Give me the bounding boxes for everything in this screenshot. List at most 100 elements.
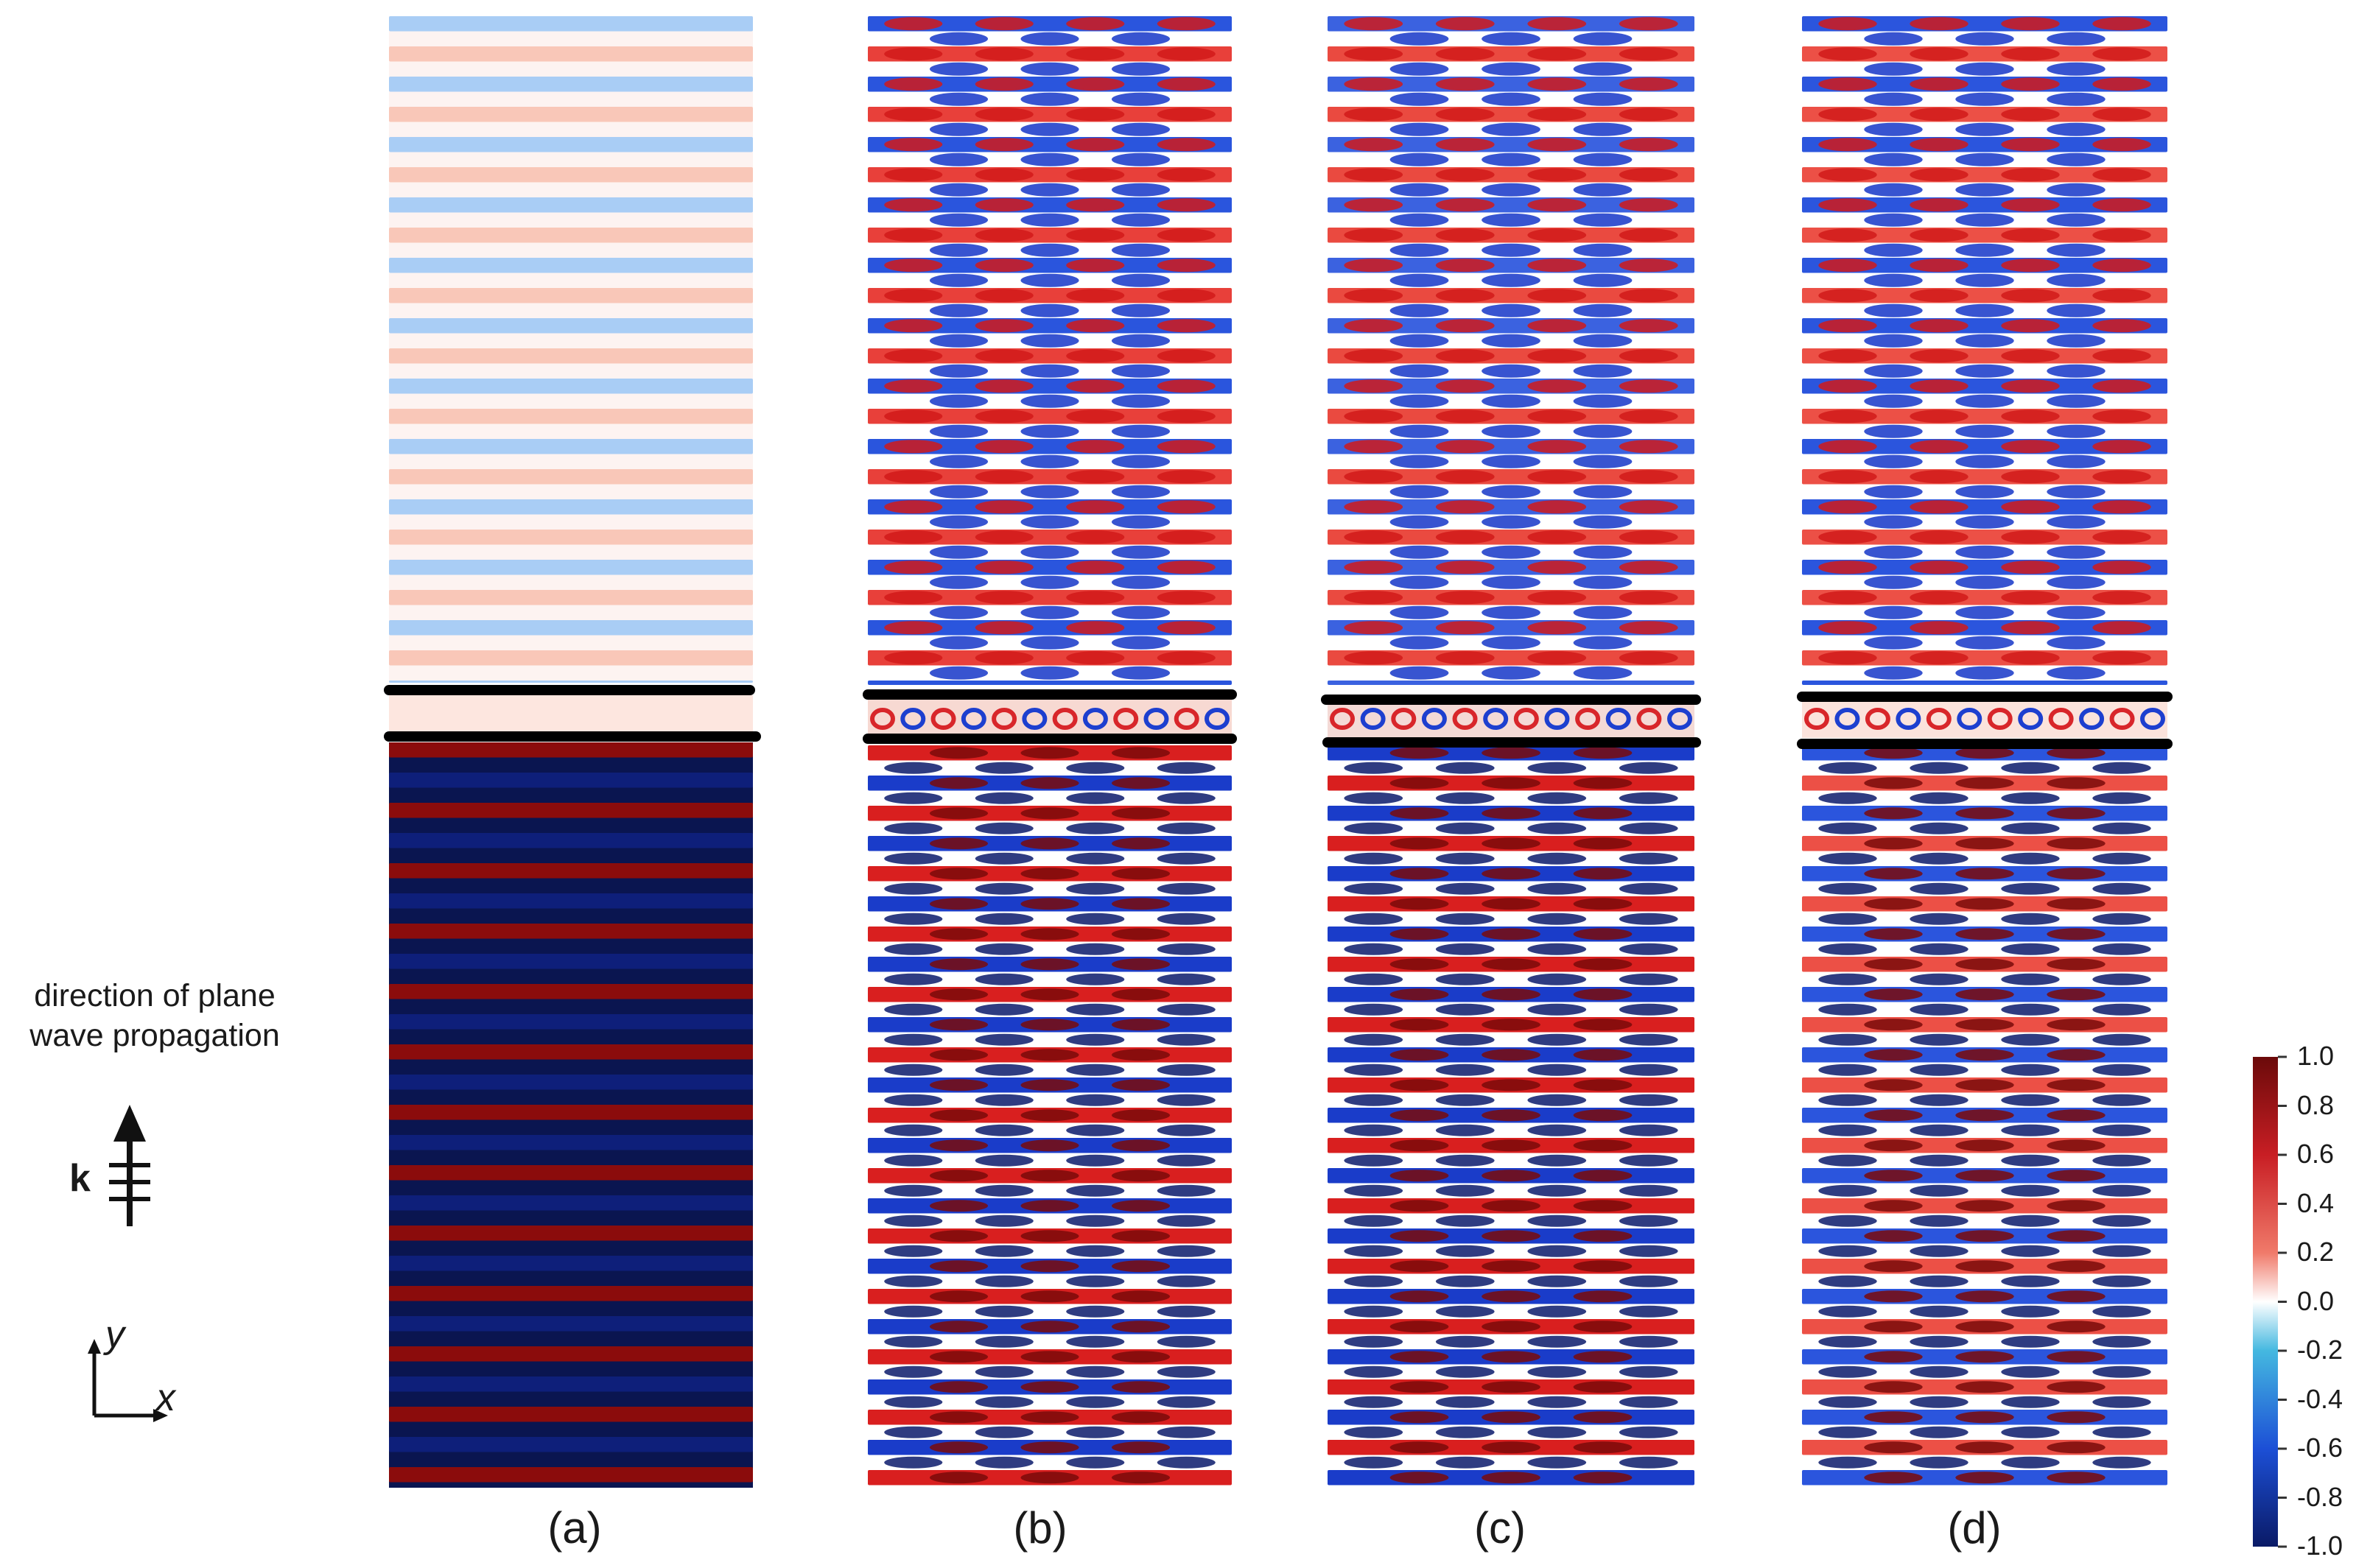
field-lobe bbox=[1619, 349, 1678, 363]
field-lobe bbox=[2092, 1365, 2151, 1378]
field-lobe bbox=[1527, 440, 1587, 454]
field-lobe bbox=[1619, 1245, 1678, 1257]
field-lobe bbox=[1864, 837, 1923, 850]
wavefront-band bbox=[868, 77, 1232, 92]
field-lobe bbox=[1619, 1003, 1678, 1016]
wavefront-band bbox=[1802, 379, 2167, 394]
field-lobe bbox=[929, 1049, 989, 1061]
field-lobe bbox=[2001, 1214, 2060, 1227]
field-lobe bbox=[1910, 1154, 1968, 1167]
field-lobe bbox=[1573, 868, 1633, 880]
wavefront-band bbox=[1328, 137, 1694, 152]
wavefront-band bbox=[1328, 107, 1694, 122]
field-lobe bbox=[975, 591, 1034, 605]
field-lobe bbox=[929, 92, 989, 106]
field-lobe bbox=[2001, 1426, 2060, 1438]
field-lobe bbox=[1482, 424, 1540, 438]
propagation-description-line1: direction of plane bbox=[34, 978, 276, 1013]
field-lobe bbox=[1955, 485, 2014, 499]
field-lobe bbox=[1818, 47, 1877, 61]
interlayer-ring bbox=[1174, 708, 1199, 730]
wavefront-band bbox=[389, 620, 753, 636]
wavefront-band bbox=[389, 1044, 753, 1060]
field-lobe bbox=[1020, 988, 1079, 1001]
interlayer-ring bbox=[1896, 708, 1921, 730]
wavefront-band bbox=[389, 348, 753, 364]
field-lobe bbox=[975, 47, 1034, 61]
field-lobe bbox=[1435, 47, 1495, 61]
field-lobe bbox=[884, 1124, 943, 1136]
field-lobe bbox=[1527, 198, 1587, 212]
wavefront-band bbox=[389, 1286, 753, 1301]
field-lobe bbox=[2092, 1396, 2151, 1408]
field-lobe bbox=[1020, 1170, 1079, 1182]
field-lobe bbox=[929, 837, 989, 850]
field-lobe bbox=[1157, 1245, 1216, 1257]
field-lobe bbox=[1818, 1064, 1877, 1076]
field-lobe bbox=[1111, 485, 1171, 499]
field-lobe bbox=[1066, 1064, 1125, 1076]
field-lobe bbox=[1482, 1321, 1540, 1333]
field-lobe bbox=[1573, 928, 1633, 941]
field-lobe bbox=[1111, 243, 1171, 257]
field-lobe bbox=[1818, 17, 1877, 31]
field-lobe bbox=[1389, 868, 1449, 880]
field-lobe bbox=[1864, 1290, 1923, 1303]
field-lobe bbox=[2047, 958, 2106, 971]
field-lobe bbox=[1157, 1184, 1216, 1197]
field-lobe bbox=[2092, 1275, 2151, 1287]
field-lobe bbox=[2001, 1456, 2060, 1469]
field-lobe bbox=[1020, 1290, 1079, 1303]
field-lobe bbox=[2047, 1411, 2106, 1424]
field-lobe bbox=[884, 198, 943, 212]
field-lobe bbox=[1573, 1351, 1633, 1363]
field-lobe bbox=[884, 228, 943, 242]
field-lobe bbox=[1389, 424, 1449, 438]
field-lobe bbox=[1066, 1094, 1125, 1106]
field-lobe bbox=[1020, 1230, 1079, 1242]
field-lobe bbox=[1619, 621, 1678, 635]
field-lobe bbox=[2001, 651, 2060, 665]
field-lobe bbox=[884, 259, 943, 273]
field-lobe bbox=[884, 913, 943, 925]
field-lobe bbox=[2092, 882, 2151, 895]
field-lobe bbox=[1573, 1049, 1633, 1061]
field-lobe bbox=[884, 943, 943, 955]
coordinate-axes-icon bbox=[88, 1339, 168, 1422]
field-lobe bbox=[884, 349, 943, 363]
field-lobe bbox=[1157, 1094, 1216, 1106]
panel-d-interlayer bbox=[1802, 700, 2167, 738]
field-lobe bbox=[1864, 1170, 1923, 1182]
field-lobe bbox=[1910, 621, 1968, 635]
field-lobe bbox=[1020, 636, 1079, 650]
field-lobe bbox=[1864, 213, 1923, 227]
field-lobe bbox=[975, 289, 1034, 303]
field-lobe bbox=[1389, 1049, 1449, 1061]
field-lobe bbox=[884, 792, 943, 804]
wavefront-band bbox=[868, 137, 1232, 152]
field-lobe bbox=[1955, 273, 2014, 287]
field-lobe bbox=[1389, 928, 1449, 941]
field-lobe bbox=[2092, 1094, 2151, 1106]
field-lobe bbox=[2001, 47, 2060, 61]
field-lobe bbox=[2047, 928, 2106, 941]
field-lobe bbox=[929, 1170, 989, 1182]
field-lobe bbox=[1818, 1124, 1877, 1136]
field-lobe bbox=[1066, 1184, 1125, 1197]
field-lobe bbox=[1864, 928, 1923, 941]
field-lobe bbox=[1818, 1184, 1877, 1197]
field-lobe bbox=[1020, 807, 1079, 820]
field-lobe bbox=[1111, 1049, 1171, 1061]
field-lobe bbox=[2092, 852, 2151, 865]
field-lobe bbox=[1864, 777, 1923, 790]
field-lobe bbox=[1157, 822, 1216, 834]
field-lobe bbox=[1389, 364, 1449, 378]
field-lobe bbox=[1389, 636, 1449, 650]
field-lobe bbox=[2092, 289, 2151, 303]
wavefront-band bbox=[1802, 228, 2167, 243]
field-lobe bbox=[1619, 500, 1678, 514]
wavefront-band bbox=[389, 984, 753, 999]
field-lobe bbox=[2047, 545, 2106, 559]
field-lobe bbox=[884, 1184, 943, 1197]
field-lobe bbox=[1389, 92, 1449, 106]
